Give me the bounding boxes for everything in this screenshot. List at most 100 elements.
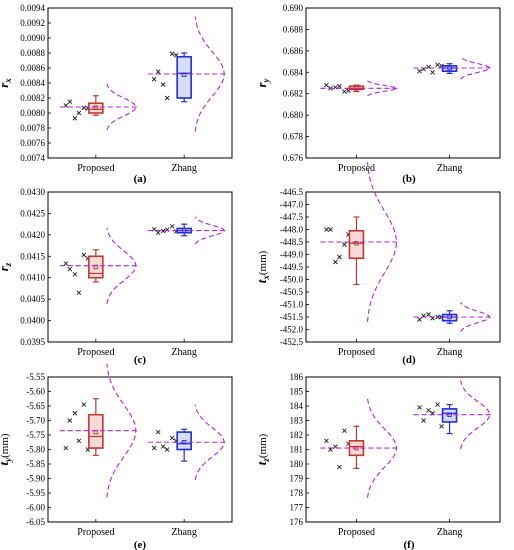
y-tick-label: 179 <box>290 474 304 484</box>
data-point <box>417 405 422 410</box>
y-tick-label: 178 <box>290 488 304 498</box>
data-point <box>435 402 440 407</box>
y-tick-label: 0.684 <box>283 67 304 77</box>
box <box>88 255 104 279</box>
data-point <box>417 68 422 74</box>
x-tick-label: Proposed <box>77 527 114 538</box>
y-tick-label: -5.60 <box>26 387 45 397</box>
distribution-curve <box>366 162 397 322</box>
y-tick-label: 0.0094 <box>20 3 45 13</box>
data-point <box>426 408 431 413</box>
panel-label: (d) <box>402 354 416 366</box>
distribution-curve <box>106 227 137 304</box>
data-point <box>160 228 166 234</box>
box <box>88 413 104 449</box>
x-tick-label: Zhang <box>171 527 197 538</box>
x-tick-label: Zhang <box>437 527 463 538</box>
y-tick-label: 0.0415 <box>20 251 45 261</box>
data-point <box>430 69 435 75</box>
distribution-curve <box>106 363 137 498</box>
x-tick-label: Proposed <box>338 347 375 358</box>
y-tick-label: -449.5 <box>280 262 304 272</box>
data-point <box>81 105 87 111</box>
mean-marker <box>93 105 99 110</box>
y-tick-label: 0.0078 <box>20 123 45 133</box>
plot-frame <box>305 7 501 159</box>
y-tick-label: 0.0088 <box>20 48 45 58</box>
data-point <box>76 290 82 296</box>
y-tick-label: 0.0400 <box>20 316 45 326</box>
box <box>176 55 192 99</box>
y-tick-label: -5.55 <box>26 372 45 382</box>
y-tick-label: 0.0082 <box>20 93 45 103</box>
y-tick-label: 0.0080 <box>20 108 45 118</box>
series-zhang <box>148 404 229 481</box>
y-tick-label: -452.5 <box>280 337 304 347</box>
panel-label: (c) <box>134 354 147 366</box>
series-proposed <box>320 162 401 322</box>
box <box>88 102 104 114</box>
distribution-curve <box>194 16 225 132</box>
y-tick-label: 0.0084 <box>20 78 45 88</box>
y-tick-label: 0.680 <box>283 110 304 120</box>
y-tick-label: 0.678 <box>283 132 304 142</box>
y-tick-label: 0.0092 <box>20 18 45 28</box>
data-point <box>324 82 329 88</box>
x-tick-label: Proposed <box>77 347 114 358</box>
data-point <box>169 223 175 229</box>
series-proposed <box>59 83 140 131</box>
data-point <box>155 69 161 75</box>
plot-frame <box>47 376 233 523</box>
panel-5: -5.55 -5.60 -5.65 -5.70 -5.75 -5.80 -5.85 -5.90… <box>0 363 233 538</box>
data-point <box>342 428 347 433</box>
y-tick-label: 182 <box>290 430 304 440</box>
panel-3: 0.0395 0.0400 0.0405 0.0410 0.0415 0.0420 0.04… <box>0 187 233 358</box>
data-point <box>160 82 166 87</box>
panel-label: (a) <box>134 173 147 185</box>
y-tick-label: 0.676 <box>283 153 304 163</box>
distribution-curve <box>460 380 491 450</box>
series-proposed <box>320 80 401 97</box>
data-point <box>63 445 69 451</box>
data-point <box>67 99 73 105</box>
plot-frame <box>305 191 501 343</box>
box <box>348 229 365 260</box>
y-tick-label: -451.5 <box>280 312 304 322</box>
y-tick-label: 180 <box>290 459 304 469</box>
x-tick-label: Zhang <box>171 347 197 358</box>
data-point <box>337 464 342 470</box>
x-tick-label: Proposed <box>77 163 114 174</box>
data-point <box>67 418 73 423</box>
series-zhang <box>413 380 494 450</box>
y-tick-label: 0.0086 <box>20 63 45 73</box>
y-tick-label: 0.0410 <box>20 273 45 283</box>
y-tick-label: 0.0090 <box>20 33 45 43</box>
y-tick-label: -450.5 <box>280 287 304 297</box>
series-zhang <box>413 56 494 80</box>
y-tick-label: 184 <box>290 401 304 411</box>
y-tick-label: 0.0395 <box>20 337 45 347</box>
data-point <box>164 95 170 101</box>
y-axis-title: tx(mm) <box>254 250 271 283</box>
y-axis-title: rz <box>0 262 13 271</box>
distribution-curve <box>460 56 491 80</box>
y-axis-title: tz(mm) <box>254 433 271 465</box>
data-point <box>417 317 422 322</box>
y-tick-label: 0.0420 <box>20 230 45 240</box>
y-axis-title: ry <box>254 77 271 87</box>
y-tick-label: 0.0074 <box>20 153 45 163</box>
y-tick-label: -447.5 <box>280 212 304 222</box>
distribution-curve <box>460 301 491 333</box>
data-point <box>67 266 73 272</box>
y-tick-label: -5.85 <box>26 459 45 469</box>
y-tick-label: -5.90 <box>26 474 45 484</box>
y-tick-label: 183 <box>290 416 304 426</box>
y-tick-label: -5.75 <box>26 430 45 440</box>
y-tick-label: -447.0 <box>280 200 304 210</box>
data-point <box>328 227 333 232</box>
data-point <box>76 438 82 444</box>
y-tick-label: -6.00 <box>26 503 45 513</box>
series-proposed <box>59 227 140 304</box>
distribution-curve <box>194 404 225 481</box>
